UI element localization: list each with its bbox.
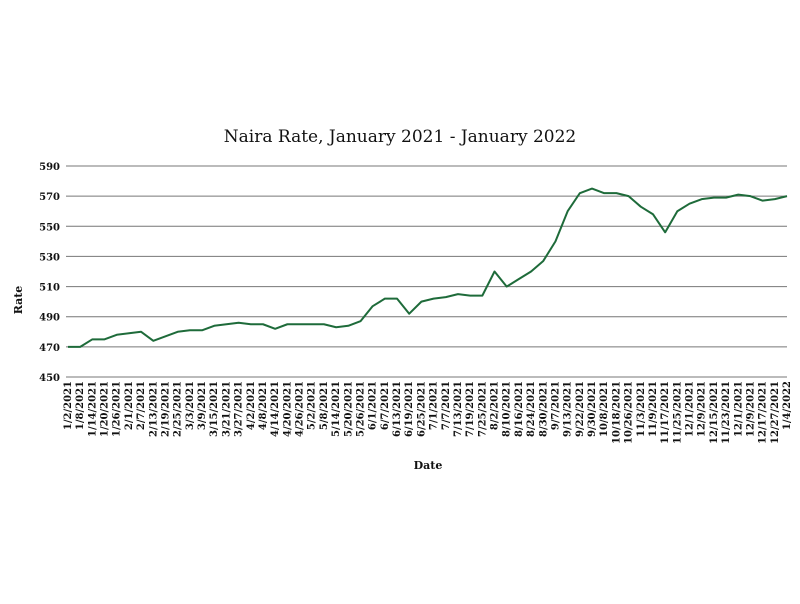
x-tick-label: 4/2/2021 (246, 381, 257, 430)
x-axis-label: Date (414, 459, 443, 472)
x-tick-label: 6/1/2021 (368, 381, 379, 430)
x-tick-label: 1/4/2022 (782, 381, 793, 430)
x-tick-label: 6/13/2021 (392, 381, 403, 437)
x-tick-label: 8/24/2021 (526, 381, 537, 437)
x-tick-label: 11/25/2021 (672, 381, 683, 444)
x-tick-label: 5/20/2021 (343, 381, 354, 437)
x-tick-label: 1/20/2021 (100, 381, 111, 437)
x-tick-label: 9/30/2021 (587, 381, 598, 437)
x-tick-label: 7/13/2021 (453, 381, 464, 437)
y-tick-label: 470 (39, 343, 60, 354)
x-tick-label: 5/2/2021 (307, 381, 318, 430)
x-tick-label: 1/8/2021 (75, 381, 86, 430)
chart-title: Naira Rate, January 2021 - January 2022 (224, 127, 576, 147)
x-tick-label: 1/26/2021 (112, 381, 123, 437)
x-tick-label: 3/3/2021 (185, 381, 196, 430)
x-tick-label: 8/30/2021 (538, 381, 549, 437)
y-tick-label: 570 (39, 192, 60, 203)
y-tick-label: 510 (39, 283, 60, 294)
x-tick-label: 7/19/2021 (465, 381, 476, 437)
x-tick-label: 12/9/2021 (745, 381, 756, 437)
x-tick-label: 12/9/2021 (697, 381, 708, 437)
x-tick-label: 12/1/2021 (685, 381, 696, 437)
x-tick-label: 12/1/2021 (733, 381, 744, 437)
x-tick-label: 8/16/2021 (514, 381, 525, 437)
x-tick-label: 6/7/2021 (380, 381, 391, 430)
x-tick-label: 5/26/2021 (355, 381, 366, 437)
x-tick-label: 3/21/2021 (221, 381, 232, 437)
x-tick-label: 9/22/2021 (575, 381, 586, 437)
x-tick-label: 8/2/2021 (490, 381, 501, 430)
x-tick-label: 2/7/2021 (136, 381, 147, 430)
y-tick-label: 450 (39, 373, 60, 384)
x-tick-label: 1/2/2021 (63, 381, 74, 430)
x-tick-label: 11/3/2021 (636, 381, 647, 437)
x-tick-label: 7/1/2021 (429, 381, 440, 430)
x-tick-label: 7/7/2021 (441, 381, 452, 430)
x-tick-label: 12/15/2021 (709, 381, 720, 444)
x-tick-label: 2/13/2021 (148, 381, 159, 437)
x-tick-label: 3/9/2021 (197, 381, 208, 430)
x-tick-label: 8/10/2021 (502, 381, 513, 437)
x-tick-label: 9/13/2021 (563, 381, 574, 437)
x-tick-label: 6/19/2021 (404, 381, 415, 437)
x-tick-label: 9/7/2021 (550, 381, 561, 430)
x-tick-label: 10/26/2021 (624, 381, 635, 444)
y-tick-label: 590 (39, 162, 60, 173)
y-tick-label: 550 (39, 222, 60, 233)
x-tick-label: 2/19/2021 (160, 381, 171, 437)
x-tick-label: 4/8/2021 (258, 381, 269, 430)
x-tick-label: 3/15/2021 (209, 381, 220, 437)
y-tick-label: 530 (39, 252, 60, 263)
x-tick-label: 7/25/2021 (477, 381, 488, 437)
x-tick-label: 12/27/2021 (770, 381, 781, 444)
x-tick-label: 4/20/2021 (282, 381, 293, 437)
x-tick-label: 11/17/2021 (660, 381, 671, 444)
x-tick-label: 10/18/2021 (611, 381, 622, 444)
x-tick-label: 11/23/2021 (721, 381, 732, 444)
line (68, 187, 788, 348)
x-tick-label: 10/8/2021 (599, 381, 610, 437)
x-tick-label: 3/27/2021 (234, 381, 245, 437)
x-tick-label: 4/26/2021 (295, 381, 306, 437)
y-tick-label: 490 (39, 313, 60, 324)
x-tick-label: 2/25/2021 (173, 381, 184, 437)
x-tick-label: 4/14/2021 (270, 381, 281, 437)
x-tick-label: 1/14/2021 (87, 381, 98, 437)
x-tick-label: 2/1/2021 (124, 381, 135, 430)
x-tick-label: 6/25/2021 (416, 381, 427, 437)
x-tick-label: 5/8/2021 (319, 381, 330, 430)
x-tick-label: 5/14/2021 (331, 381, 342, 437)
x-tick-label: 11/9/2021 (648, 381, 659, 437)
y-axis-label: Rate (12, 286, 25, 315)
x-tick-label: 12/17/2021 (758, 381, 769, 444)
